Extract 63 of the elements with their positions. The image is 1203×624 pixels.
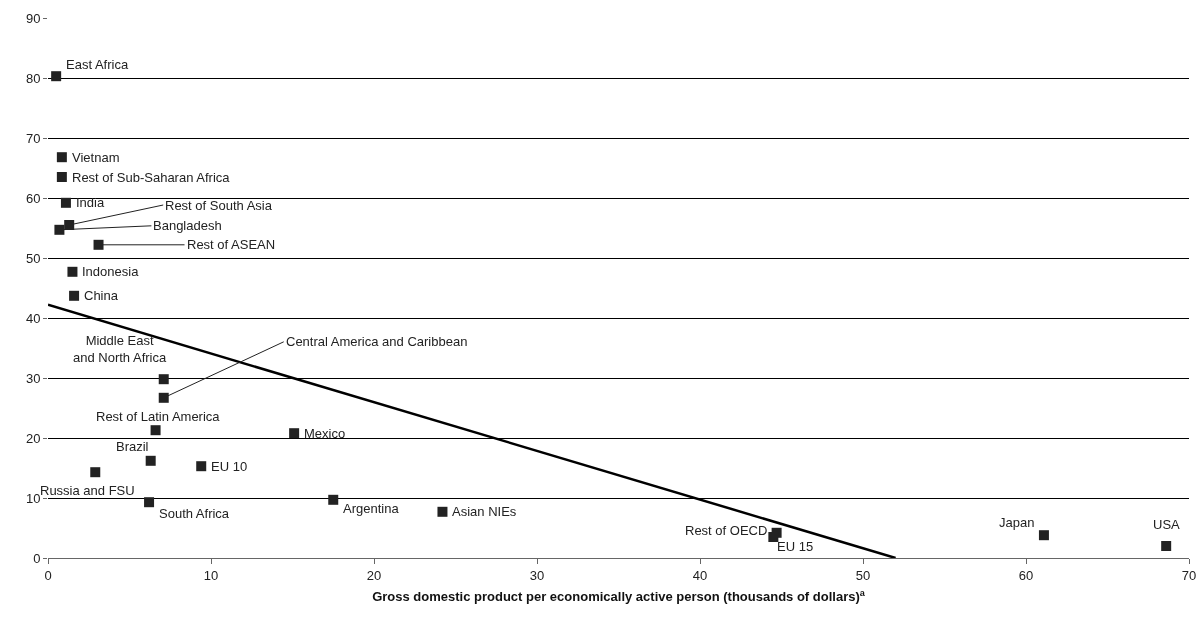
x-tick-label: 70 <box>1181 567 1197 583</box>
point <box>196 461 207 472</box>
annotation: Japan <box>999 515 1035 530</box>
x-tick-label: 0 <box>44 567 52 583</box>
annotation: Middle East and North Africa <box>73 333 167 365</box>
annotation: Rest of OECD <box>685 523 768 538</box>
annotation: EU 10 <box>211 459 248 474</box>
annotation: EU 15 <box>777 539 814 554</box>
point <box>56 172 67 182</box>
annotation: Indonesia <box>82 264 140 279</box>
point <box>289 428 300 439</box>
y-tick-label: 10 <box>25 490 41 506</box>
point <box>144 497 155 508</box>
annotation: Rest of ASEAN <box>187 237 276 252</box>
x-tick-label: 50 <box>855 567 871 583</box>
y-tick-label: 70 <box>25 130 41 146</box>
point <box>145 455 156 466</box>
y-tick-label: 20 <box>25 430 41 446</box>
annotation: Asian NIEs <box>452 504 517 519</box>
annotation: Brazil <box>116 439 149 454</box>
y-tick-label: 60 <box>25 190 41 206</box>
y-tick-label: 90 <box>25 10 41 26</box>
annotation: Bangladesh <box>153 218 222 233</box>
annotation: Argentina <box>343 501 400 516</box>
x-tick-label: 30 <box>529 567 545 583</box>
annotation: India <box>76 195 105 210</box>
x-tick-label: 60 <box>1018 567 1034 583</box>
point <box>1038 530 1049 541</box>
annotation: Russia and FSU <box>40 483 135 498</box>
point <box>768 532 779 542</box>
x-axis-title: Gross domestic product per economically active person (thousands of dollars)$^{a}$ <box>372 587 866 605</box>
point <box>51 71 62 82</box>
annotation: Rest of Sub-Saharan Africa <box>72 170 231 185</box>
x-tick-label: 20 <box>366 567 382 583</box>
point <box>150 425 161 436</box>
annotation: Central America and Caribbean <box>286 334 468 349</box>
annotation: Vietnam <box>72 150 120 165</box>
point <box>437 506 448 517</box>
annotation: Mexico <box>304 426 346 441</box>
point <box>54 224 65 235</box>
y-tick-label: 80 <box>25 70 41 86</box>
annotation: Rest of Latin America <box>96 409 221 424</box>
point <box>328 494 339 505</box>
y-tick-label: 50 <box>25 250 41 266</box>
point <box>158 392 169 403</box>
point <box>158 374 169 385</box>
y-tick-label: 30 <box>25 370 41 386</box>
point <box>60 197 71 208</box>
point <box>90 467 101 478</box>
point <box>67 266 78 277</box>
point <box>1161 541 1172 551</box>
point <box>56 152 67 163</box>
point <box>69 290 80 301</box>
annotation: Rest of South Asia <box>165 198 273 213</box>
annotation: East Africa <box>66 57 129 72</box>
x-tick-label: 40 <box>692 567 708 583</box>
annotation: China <box>84 288 119 303</box>
y-tick-label: 0 <box>33 550 41 566</box>
annotation: USA <box>1153 517 1181 532</box>
y-tick-label: 40 <box>25 310 41 326</box>
x-tick-label: 10 <box>203 567 219 583</box>
point <box>93 239 104 250</box>
annotation: South Africa <box>159 506 230 521</box>
